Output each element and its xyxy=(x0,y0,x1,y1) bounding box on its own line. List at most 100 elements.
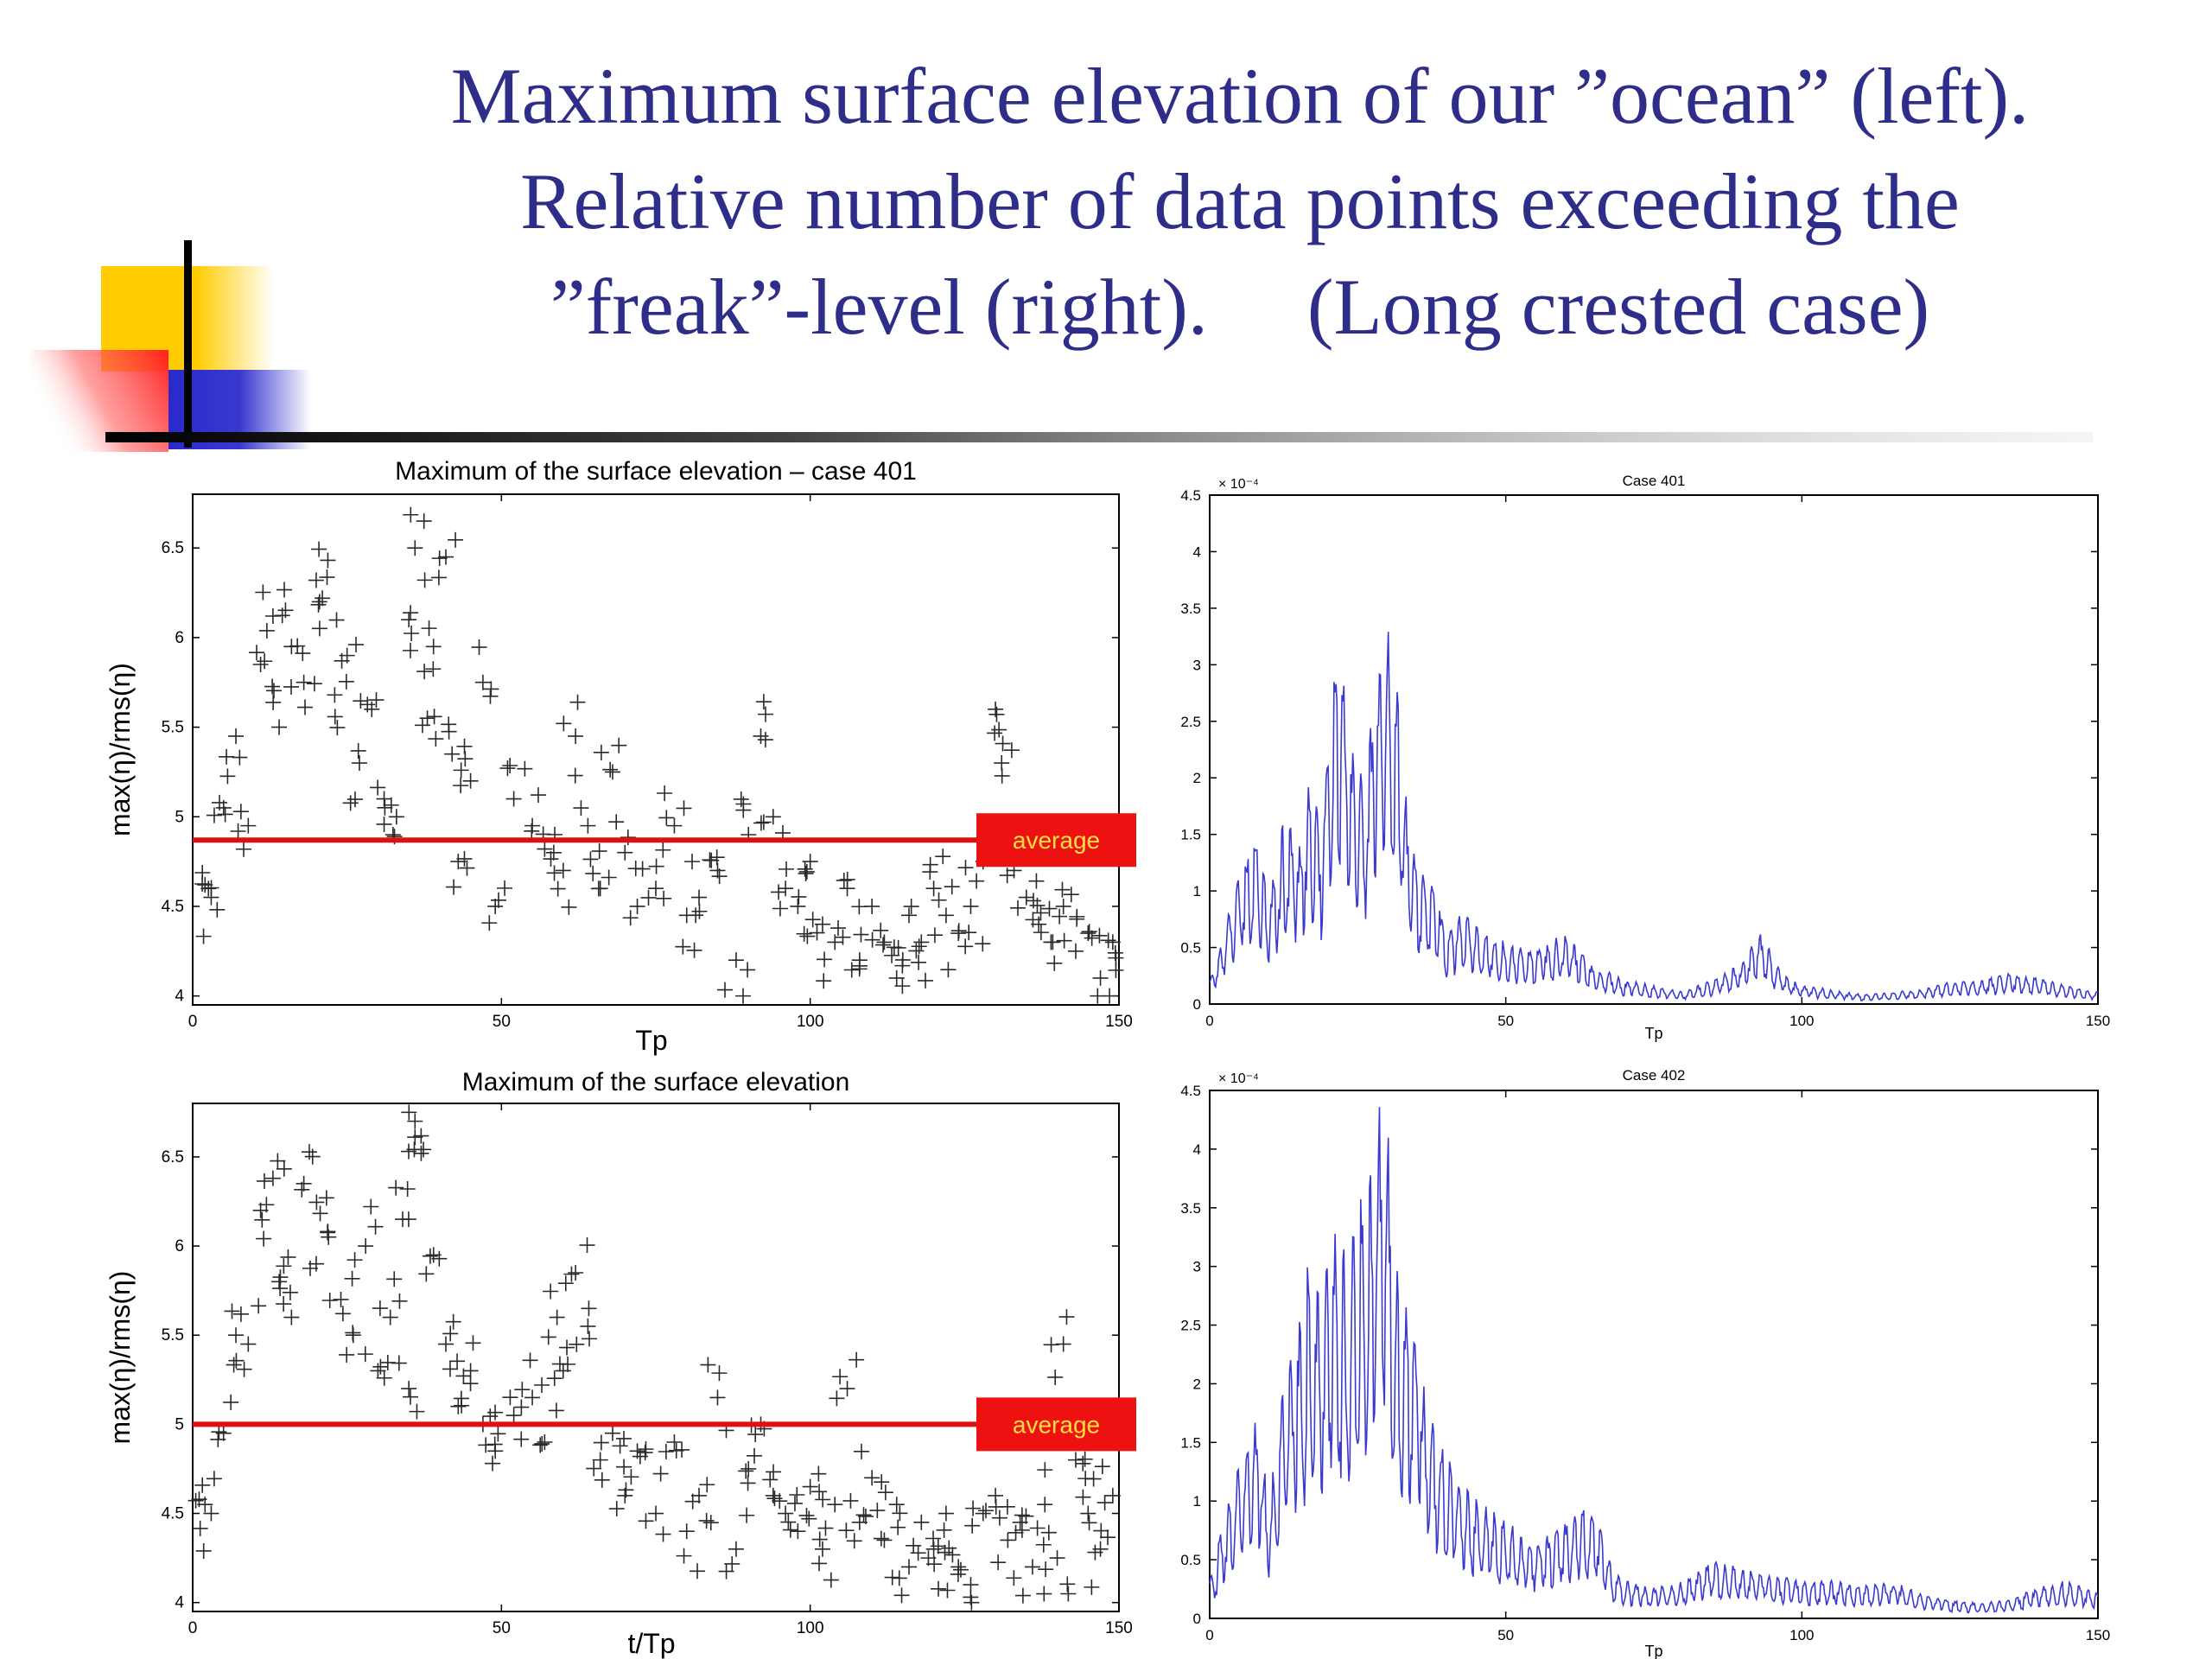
data-point xyxy=(894,957,911,974)
y-tick-label: 5.5 xyxy=(162,1326,184,1344)
data-point xyxy=(1047,1369,1064,1385)
data-point xyxy=(1096,1495,1113,1511)
data-point xyxy=(755,694,772,710)
data-point xyxy=(961,925,977,941)
data-point xyxy=(658,1443,674,1459)
data-point xyxy=(191,1491,207,1508)
data-point xyxy=(505,791,522,807)
data-point xyxy=(893,1587,910,1604)
data-point xyxy=(771,884,787,900)
data-point xyxy=(453,1390,469,1407)
data-point xyxy=(846,1533,862,1549)
data-point xyxy=(798,865,814,881)
data-point xyxy=(276,1258,292,1274)
x-axis-label: Tp xyxy=(1644,1025,1662,1042)
data-point xyxy=(402,1389,418,1405)
data-point xyxy=(422,1248,438,1264)
data-point xyxy=(766,1464,782,1480)
data-point xyxy=(456,738,473,754)
data-point xyxy=(944,879,960,895)
data-point xyxy=(944,1547,961,1563)
average-label-box xyxy=(976,1397,1136,1452)
data-point xyxy=(817,951,833,968)
data-point xyxy=(490,892,506,908)
data-point xyxy=(388,809,404,825)
data-point xyxy=(875,937,892,953)
y-tick-label: 4 xyxy=(1193,543,1201,560)
data-point xyxy=(1036,1586,1052,1602)
data-point xyxy=(1092,969,1109,986)
data-point xyxy=(612,1438,628,1454)
data-point xyxy=(1033,905,1049,921)
data-point xyxy=(370,779,386,796)
data-point xyxy=(827,1497,843,1513)
data-point xyxy=(657,785,673,802)
data-point xyxy=(228,1352,245,1369)
data-point xyxy=(593,1434,609,1451)
data-point xyxy=(782,1522,798,1538)
data-point xyxy=(797,861,813,877)
data-point xyxy=(939,1582,956,1599)
data-point xyxy=(830,920,847,937)
chart-scatter-402: Maximum of the surface elevation 0 50 100 15… xyxy=(105,1068,1136,1659)
y-tick-label: 4 xyxy=(175,1594,184,1612)
x-tick-label: 150 xyxy=(2086,1013,2110,1029)
data-point xyxy=(811,1531,828,1548)
data-point xyxy=(537,841,553,857)
data-point xyxy=(363,1198,379,1215)
slide-title-line-2: Relative number of data points exceeding… xyxy=(520,157,1960,245)
data-point xyxy=(815,1491,831,1508)
data-point xyxy=(573,800,589,817)
data-point xyxy=(1060,1586,1077,1602)
data-point xyxy=(809,925,825,941)
data-point xyxy=(1067,943,1084,959)
data-point xyxy=(358,1238,374,1255)
data-point xyxy=(1007,1524,1024,1541)
data-point xyxy=(551,1356,568,1372)
data-point xyxy=(416,1141,432,1158)
slide-title-line-1: Maximum surface elevation of our ”ocean”… xyxy=(450,52,2030,140)
data-point xyxy=(1075,1489,1091,1505)
data-point xyxy=(534,1377,550,1393)
y-tick-label: 4.5 xyxy=(162,1505,184,1523)
data-point xyxy=(890,939,906,956)
data-point xyxy=(400,1143,416,1160)
data-point xyxy=(240,1336,257,1352)
data-point xyxy=(438,1336,454,1352)
data-point xyxy=(403,605,419,621)
data-point xyxy=(851,899,868,915)
data-point xyxy=(608,1501,625,1517)
data-point xyxy=(455,1368,472,1384)
average-label-box xyxy=(976,813,1136,868)
y-tick-label: 4 xyxy=(1193,1141,1201,1158)
data-point xyxy=(505,1408,522,1424)
data-point xyxy=(413,1145,429,1161)
y-tick-label: 6 xyxy=(175,629,184,647)
data-point xyxy=(580,1318,596,1334)
data-point xyxy=(1093,1522,1109,1539)
data-point xyxy=(226,1357,242,1373)
data-point xyxy=(1010,899,1026,916)
data-point xyxy=(874,1474,890,1491)
x-tick-label: 100 xyxy=(797,1013,824,1031)
data-point xyxy=(1081,1515,1097,1531)
data-point xyxy=(668,1442,684,1459)
y-tick-label: 6.5 xyxy=(162,539,184,557)
data-point xyxy=(1094,1459,1110,1475)
data-point xyxy=(329,720,346,736)
data-point xyxy=(741,1460,757,1477)
data-point xyxy=(449,1353,466,1370)
data-point xyxy=(334,1306,351,1322)
data-point xyxy=(894,978,911,995)
data-point xyxy=(407,540,423,556)
data-point xyxy=(459,860,475,876)
y-tick-label: 3.5 xyxy=(1180,1200,1201,1217)
data-point xyxy=(399,1181,416,1198)
data-point xyxy=(765,809,781,825)
data-point xyxy=(382,1309,398,1325)
data-point xyxy=(817,1520,834,1536)
data-point xyxy=(666,1434,683,1450)
data-point xyxy=(407,1113,423,1129)
data-point xyxy=(296,1175,312,1192)
data-point xyxy=(251,1298,267,1314)
